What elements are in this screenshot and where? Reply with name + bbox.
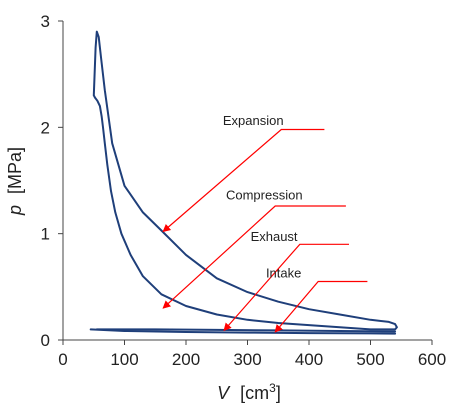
annotation-compression: Compression bbox=[162, 188, 346, 309]
x-tick-label: 200 bbox=[172, 350, 200, 369]
annotation-exhaust: Exhaust bbox=[223, 229, 349, 332]
y-tick-label: 3 bbox=[41, 12, 50, 31]
x-axis-unit: [cm bbox=[240, 383, 269, 403]
x-tick-label: 600 bbox=[418, 350, 446, 369]
x-axis-symbol: V bbox=[217, 383, 231, 403]
annotation-label-compression: Compression bbox=[226, 188, 303, 203]
x-axis-label: V [cm3] bbox=[217, 381, 281, 403]
annotation-arrow-exhaust bbox=[223, 243, 349, 332]
annotation-label-intake: Intake bbox=[266, 265, 301, 280]
series-line-2 bbox=[95, 328, 397, 333]
annotation-label-exhaust: Exhaust bbox=[251, 229, 298, 244]
annotation-arrow-compression bbox=[162, 205, 346, 309]
y-axis-symbol: p bbox=[5, 205, 25, 216]
tick-labels: 0 100 200 300 400 500 600 0 1 2 3 bbox=[41, 12, 447, 369]
y-tick-label: 0 bbox=[41, 331, 50, 350]
y-tick-label: 2 bbox=[41, 118, 50, 137]
y-axis-label: p [MPa] bbox=[5, 147, 25, 216]
x-axis-unit-close: ] bbox=[276, 383, 281, 403]
series-line-3 bbox=[89, 328, 397, 335]
annotation-label-expansion: Expansion bbox=[223, 113, 284, 128]
annotations: Expansion Compression Exhaust Intake bbox=[162, 113, 368, 333]
series-line-1 bbox=[92, 30, 398, 331]
annotation-arrow-expansion bbox=[162, 128, 325, 233]
x-tick-label: 300 bbox=[233, 350, 261, 369]
x-tick-label: 400 bbox=[295, 350, 323, 369]
x-tick-label: 100 bbox=[110, 350, 138, 369]
x-tick-label: 500 bbox=[356, 350, 384, 369]
y-tick-label: 1 bbox=[41, 225, 50, 244]
x-axis-unit-exponent: 3 bbox=[269, 381, 276, 395]
axes bbox=[58, 20, 433, 345]
series-group bbox=[89, 30, 398, 335]
annotation-expansion: Expansion bbox=[162, 113, 325, 233]
y-axis-unit: [MPa] bbox=[5, 147, 25, 194]
annotation-arrow-intake bbox=[274, 280, 368, 333]
x-tick-label: 0 bbox=[58, 350, 67, 369]
annotation-intake: Intake bbox=[266, 265, 368, 333]
